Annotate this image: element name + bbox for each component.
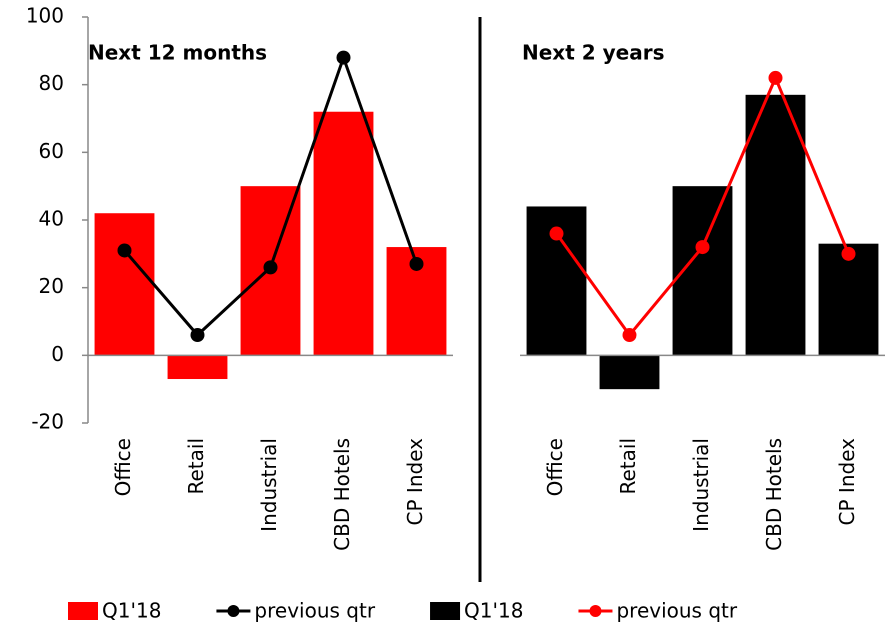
x-tick-label: CBD Hotels — [330, 438, 354, 551]
marker — [841, 246, 856, 261]
marker — [768, 70, 783, 85]
x-tick-label: CP Index — [835, 438, 859, 526]
y-tick-label: 40 — [39, 207, 64, 231]
legend-label: Q1'18 — [464, 599, 523, 623]
y-tick-label: 0 — [51, 342, 64, 366]
y-tick-label: 60 — [39, 139, 64, 163]
marker — [117, 243, 132, 258]
y-tick-label: 80 — [39, 71, 64, 95]
x-tick-label: Industrial — [257, 438, 281, 532]
bar — [599, 355, 660, 390]
bar — [94, 213, 155, 356]
bar — [818, 243, 879, 356]
x-tick-label: CBD Hotels — [762, 438, 786, 551]
legend-label: Q1'18 — [102, 599, 161, 623]
marker — [695, 240, 710, 255]
legend-label: previous qtr — [254, 599, 375, 623]
legend-swatch — [227, 605, 240, 617]
marker — [336, 50, 351, 65]
panel-title: Next 12 months — [88, 41, 267, 65]
marker — [549, 226, 564, 241]
legend-swatch — [589, 605, 602, 617]
y-tick-label: -20 — [31, 410, 64, 434]
legend-swatch — [68, 602, 98, 620]
legend-swatch — [430, 602, 461, 620]
bar — [745, 94, 806, 356]
marker — [409, 256, 424, 271]
x-tick-label: Retail — [184, 438, 208, 495]
marker — [263, 260, 278, 275]
marker — [190, 328, 205, 343]
x-tick-label: Office — [111, 438, 135, 496]
y-tick-label: 20 — [39, 274, 64, 298]
x-tick-label: CP Index — [403, 438, 427, 526]
x-tick-label: Office — [543, 438, 567, 496]
bar — [167, 355, 228, 380]
legend-label: previous qtr — [616, 599, 737, 623]
x-tick-label: Retail — [616, 438, 640, 495]
x-tick-label: Industrial — [689, 438, 713, 532]
bar — [313, 111, 374, 356]
marker — [622, 328, 637, 343]
panel-title: Next 2 years — [522, 41, 664, 65]
y-tick-label: 100 — [26, 4, 64, 28]
